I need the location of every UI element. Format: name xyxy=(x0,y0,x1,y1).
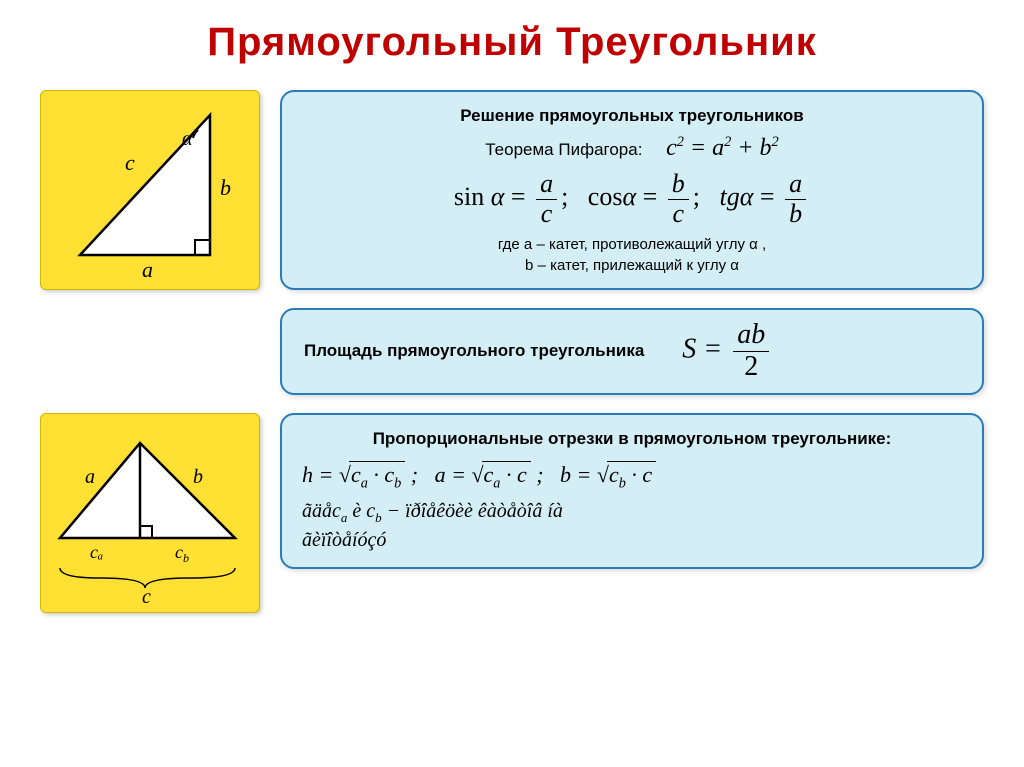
svg-text:c: c xyxy=(142,586,151,603)
note-a: где a – катет, противолежащий углу α , xyxy=(302,236,962,253)
trig-heading: Решение прямоугольных треугольников xyxy=(302,106,962,126)
right-triangle-svg: α c b a xyxy=(50,95,250,285)
pythagoras-formula: c2 = a2 + b2 xyxy=(666,135,779,161)
pythagoras-label: Теорема Пифагора: xyxy=(485,140,642,159)
card-trigonometry: Решение прямоугольных треугольников Теор… xyxy=(280,90,984,290)
svg-text:b: b xyxy=(220,175,231,200)
row-trigonometry: α c b a Решение прямоугольных треугольни… xyxy=(40,90,984,290)
diagram-altitude-triangle: a b cₐ cb c xyxy=(40,413,260,613)
prop-heading: Пропорциональные отрезки в прямоугольном… xyxy=(302,429,962,449)
svg-text:c: c xyxy=(125,150,135,175)
page-title: Прямоугольный Треугольник xyxy=(40,20,984,65)
card-proportions: Пропорциональные отрезки в прямоугольном… xyxy=(280,413,984,569)
area-label: Площадь прямоугольного треугольника xyxy=(304,341,644,361)
row-proportions: a b cₐ cb c Пропорциональные отрезки в п… xyxy=(40,413,984,613)
svg-text:b: b xyxy=(193,466,203,488)
note-b: b – катет, прилежащий к углу α xyxy=(302,257,962,274)
card-area: Площадь прямоугольного треугольника S = … xyxy=(280,308,984,395)
diagram-right-triangle: α c b a xyxy=(40,90,260,290)
pythagoras-line: Теорема Пифагора: c2 = a2 + b2 xyxy=(302,134,962,162)
trig-formulas: sin α = ac; cosα = bc; tgα = ab xyxy=(302,170,962,228)
prop-formulas: h = ca · cb ; a = ca · c ; b = cb · c xyxy=(302,461,962,492)
garbled-text: ãäåсa è cb − ïðîåêöèè êàòåòîâ íà ãèïîòåí… xyxy=(302,498,962,553)
svg-text:a: a xyxy=(85,466,95,488)
svg-text:α: α xyxy=(182,128,193,150)
altitude-triangle-svg: a b cₐ cb c xyxy=(45,423,255,603)
area-formula: S = ab2 xyxy=(682,320,773,383)
svg-text:cb: cb xyxy=(175,542,189,565)
svg-text:cₐ: cₐ xyxy=(90,542,103,562)
svg-text:a: a xyxy=(142,257,153,282)
